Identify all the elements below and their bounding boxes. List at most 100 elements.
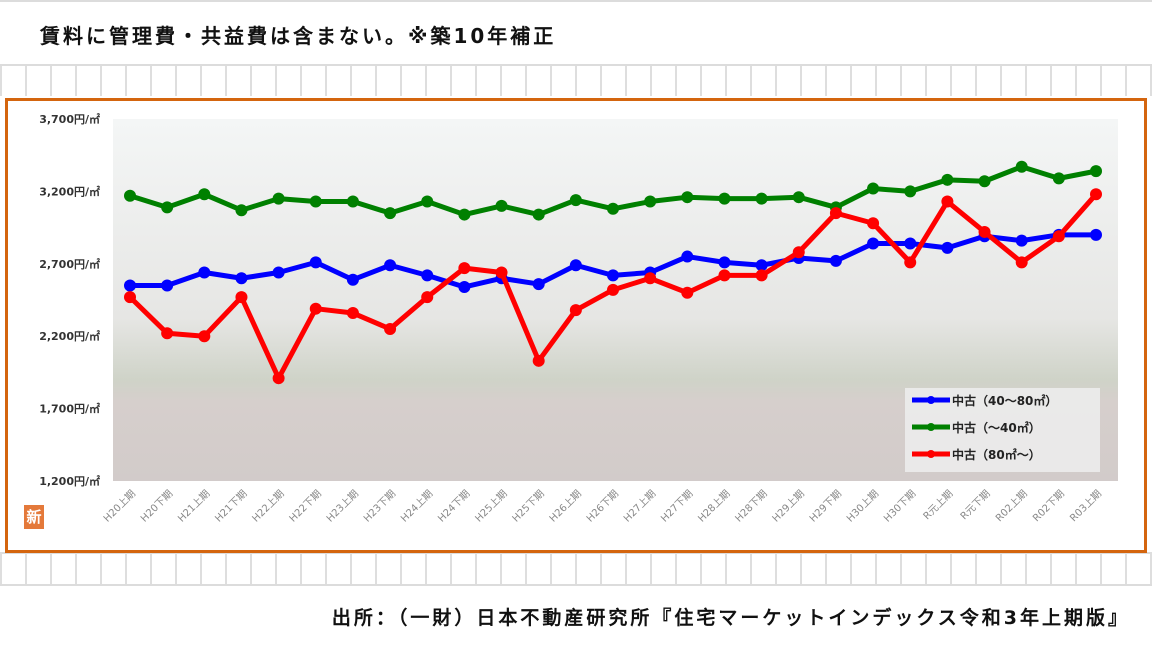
x-tick-label: H26上期 (547, 488, 584, 525)
data-point (755, 269, 768, 282)
data-point (532, 278, 545, 291)
data-point (978, 225, 991, 238)
data-point (384, 322, 397, 335)
x-tick-label: H23下期 (361, 488, 398, 525)
data-point (607, 202, 619, 215)
x-tick-label: H20上期 (101, 488, 138, 525)
data-point (569, 304, 582, 317)
data-point (161, 201, 174, 214)
data-point (978, 175, 991, 188)
data-point (904, 237, 917, 250)
data-point (458, 280, 471, 293)
data-point (755, 259, 768, 272)
x-tick-label: R元下期 (958, 488, 993, 523)
data-point (198, 330, 211, 343)
legend-marker (927, 450, 935, 458)
y-tick-label: 1,200円/㎡ (39, 474, 100, 488)
data-point (792, 246, 805, 259)
data-point (681, 250, 694, 263)
y-tick-label: 2,700円/㎡ (39, 257, 100, 271)
data-point (124, 279, 136, 292)
data-point (458, 262, 471, 275)
legend-label: 中古（40～80㎡） (952, 393, 1057, 408)
x-tick-label: H30下期 (881, 488, 918, 525)
x-tick-label: H27上期 (621, 488, 658, 525)
y-tick-label: 1,700円/㎡ (39, 402, 100, 416)
x-tick-label: H25下期 (510, 488, 547, 525)
source-citation: 出所：（一財）日本不動産研究所『住宅マーケットインデックス令和3年上期版』 (331, 607, 1130, 629)
data-point (235, 272, 248, 285)
x-tick-label: H28下期 (733, 488, 770, 525)
data-point (532, 208, 545, 221)
data-point (235, 291, 248, 304)
x-tick-label: H29上期 (770, 488, 807, 525)
x-tick-label: H21上期 (175, 488, 212, 525)
legend-marker (927, 423, 935, 431)
data-point (495, 266, 508, 279)
data-point (644, 195, 657, 208)
x-tick-label: H24下期 (436, 488, 473, 525)
x-tick-label: H23上期 (324, 488, 361, 525)
data-point (532, 354, 545, 367)
x-tick-label: H27下期 (658, 488, 695, 525)
data-point (718, 192, 731, 205)
data-point (346, 195, 359, 208)
x-tick-label: H22上期 (250, 488, 287, 525)
data-point (421, 291, 434, 304)
data-point (755, 192, 768, 205)
x-tick-label: H21下期 (213, 488, 250, 525)
legend-label: 中古（80㎡～） (952, 447, 1041, 462)
data-point (644, 272, 657, 285)
data-point (198, 188, 211, 201)
data-point (904, 256, 917, 269)
series-2 (124, 188, 1102, 385)
data-point (161, 327, 174, 340)
data-point (1052, 230, 1065, 243)
data-point (272, 192, 285, 205)
x-tick-label: H20下期 (138, 488, 175, 525)
data-point (384, 207, 397, 220)
x-tick-label: H25上期 (473, 488, 510, 525)
data-point (1015, 234, 1028, 247)
data-point (198, 266, 211, 279)
data-point (1090, 228, 1102, 241)
data-point (495, 199, 508, 212)
data-point (569, 259, 582, 272)
sheet-row-line (0, 64, 1152, 66)
data-point (867, 237, 880, 250)
x-tick-label: H28上期 (696, 488, 733, 525)
data-point (421, 195, 434, 208)
data-point (1015, 256, 1028, 269)
data-point (607, 269, 619, 282)
data-point (829, 254, 842, 267)
series-1 (124, 160, 1102, 221)
data-point (235, 204, 248, 217)
data-point (309, 256, 322, 269)
data-point (421, 269, 434, 282)
data-point (346, 307, 359, 320)
x-tick-label: H22下期 (287, 488, 324, 525)
rent-note: 賃料に管理費・共益費は含まない。※築10年補正 (40, 24, 557, 48)
sheet-row-line (0, 584, 1152, 586)
y-tick-label: 3,200円/㎡ (39, 184, 100, 198)
data-point (829, 207, 842, 220)
x-tick-label: R03上期 (1068, 488, 1105, 525)
data-point (124, 189, 136, 202)
data-point (867, 217, 880, 230)
x-tick-label: H26下期 (584, 488, 621, 525)
data-point (941, 173, 954, 186)
sheet-cells (0, 552, 1152, 584)
data-point (681, 191, 694, 204)
data-point (941, 195, 954, 208)
x-tick-label: R02上期 (993, 488, 1030, 525)
sheet-cells (0, 66, 1152, 96)
y-tick-label: 2,200円/㎡ (39, 329, 100, 343)
x-tick-label: R02下期 (1030, 488, 1067, 525)
data-point (458, 208, 471, 221)
data-point (384, 259, 397, 272)
data-point (792, 191, 805, 204)
logo: 新 (24, 505, 44, 529)
y-tick-label: 3,700円/㎡ (39, 112, 100, 126)
data-point (309, 195, 322, 208)
